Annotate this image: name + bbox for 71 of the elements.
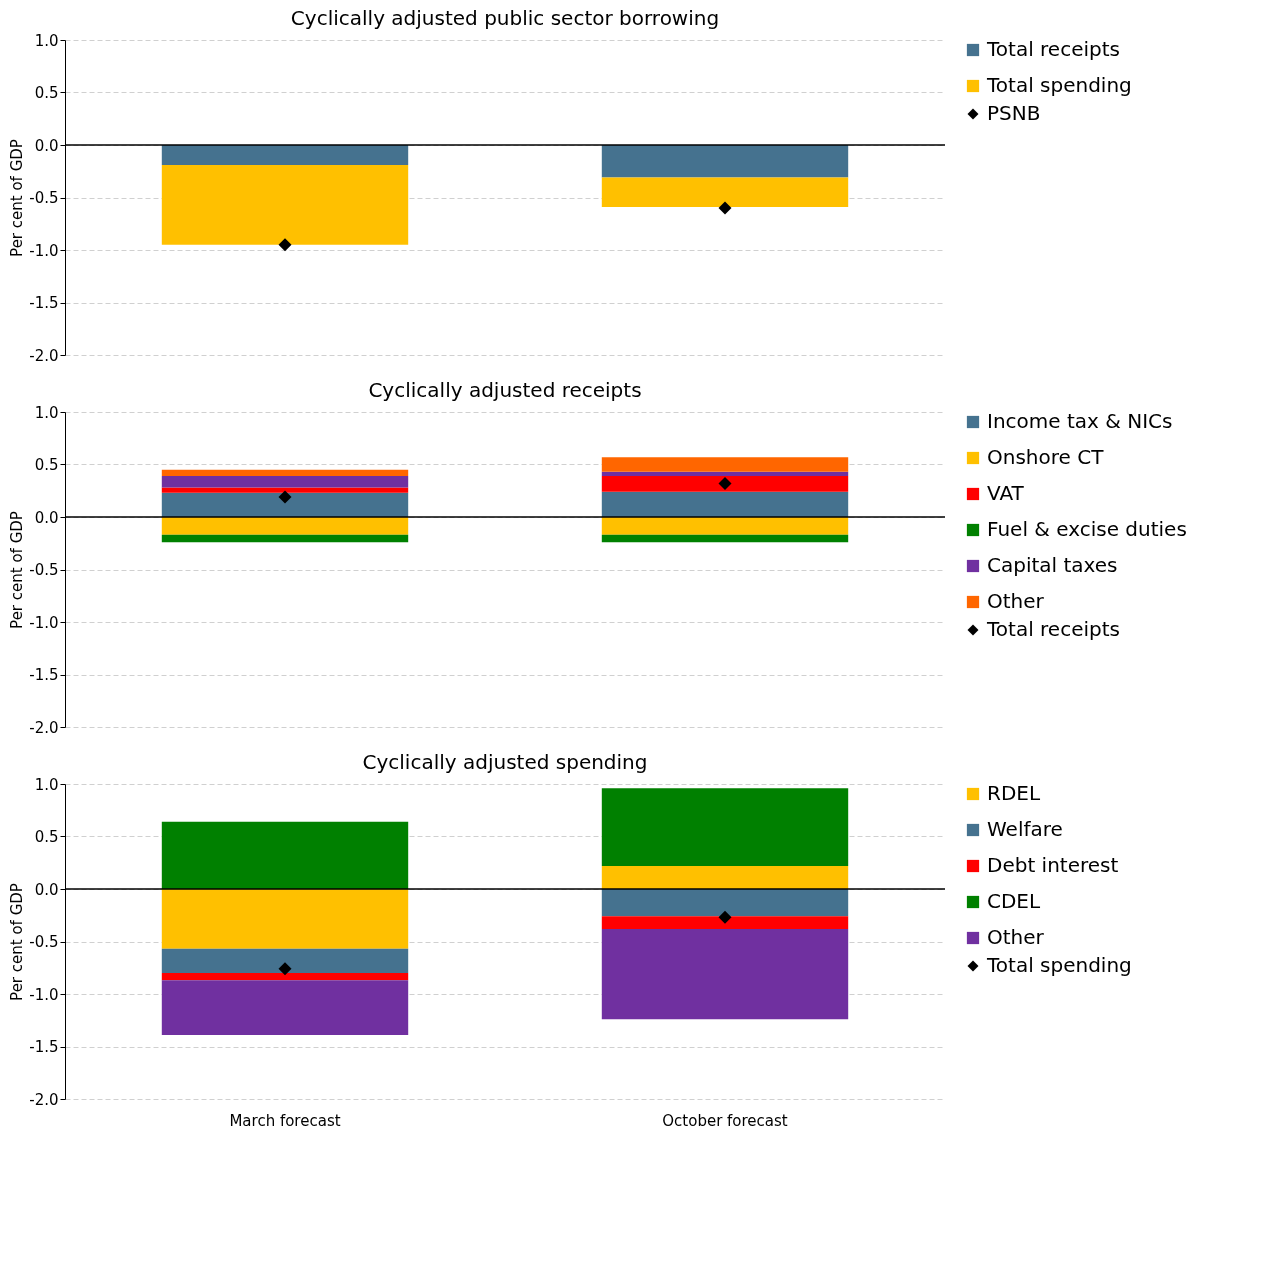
y-tick-label: -1.5 bbox=[29, 666, 59, 684]
legend-label: VAT bbox=[987, 481, 1025, 505]
y-tick-label: 0.0 bbox=[34, 136, 59, 155]
legend-label: Other bbox=[987, 589, 1045, 613]
bar bbox=[601, 476, 849, 492]
legend-label: Income tax & NICs bbox=[987, 409, 1173, 433]
bar bbox=[601, 457, 849, 472]
y-tick-label: 1.0 bbox=[34, 31, 59, 50]
bar bbox=[161, 889, 409, 949]
chart-title: Cyclically adjusted spending bbox=[362, 750, 648, 774]
y-tick-label: -0.5 bbox=[29, 189, 59, 207]
legend-label: Capital taxes bbox=[987, 553, 1118, 577]
legend-label: Total spending bbox=[986, 953, 1132, 977]
y-tick-label: 0.0 bbox=[34, 880, 59, 899]
bar bbox=[161, 492, 409, 517]
bar bbox=[161, 973, 409, 981]
bar bbox=[601, 517, 849, 535]
chart-title: Cyclically adjusted public sector borrowing bbox=[290, 6, 720, 30]
bar bbox=[601, 471, 849, 477]
y-tick-label: -2.0 bbox=[29, 718, 59, 737]
y-tick-label: 0.5 bbox=[34, 828, 59, 846]
legend-label: Fuel & excise duties bbox=[987, 517, 1187, 541]
bar bbox=[601, 865, 849, 889]
y-tick-label: -1.0 bbox=[29, 241, 59, 260]
bar bbox=[161, 948, 409, 973]
y-tick-label: -1.5 bbox=[29, 294, 59, 312]
bar bbox=[161, 534, 409, 543]
legend-label: PSNB bbox=[987, 101, 1041, 125]
y-tick-label: 1.0 bbox=[34, 403, 59, 422]
bar bbox=[601, 928, 849, 1020]
bar bbox=[161, 517, 409, 535]
bar bbox=[161, 487, 409, 493]
bar bbox=[601, 177, 849, 207]
legend-label: Other bbox=[987, 925, 1045, 949]
y-tick-label: -0.5 bbox=[29, 561, 59, 579]
legend-label: RDEL bbox=[987, 781, 1041, 805]
x-tick-label: March forecast bbox=[229, 1111, 341, 1130]
bar bbox=[161, 980, 409, 1035]
legend-label: Welfare bbox=[987, 817, 1063, 841]
y-axis-title: Per cent of GDP bbox=[8, 883, 27, 1001]
bar bbox=[161, 145, 409, 165]
y-tick-label: 0.5 bbox=[34, 84, 59, 102]
bar bbox=[601, 916, 849, 929]
legend-label: CDEL bbox=[987, 889, 1041, 913]
y-tick-label: -2.0 bbox=[29, 1090, 59, 1109]
legend-label: Onshore CT bbox=[987, 445, 1105, 469]
y-tick-label: 0.0 bbox=[34, 508, 59, 527]
y-tick-label: -2.0 bbox=[29, 346, 59, 365]
y-tick-label: 1.0 bbox=[34, 775, 59, 794]
y-tick-label: -1.0 bbox=[29, 985, 59, 1004]
bar bbox=[601, 145, 849, 178]
bar bbox=[601, 788, 849, 866]
bar bbox=[161, 821, 409, 889]
bar bbox=[161, 476, 409, 488]
y-tick-label: -1.5 bbox=[29, 1038, 59, 1056]
legend-label: Total receipts bbox=[986, 617, 1120, 641]
bar bbox=[161, 164, 409, 245]
bar bbox=[161, 469, 409, 477]
legend-label: Total receipts bbox=[986, 37, 1120, 61]
bar bbox=[601, 889, 849, 917]
y-axis-title: Per cent of GDP bbox=[8, 511, 27, 629]
y-axis-title: Per cent of GDP bbox=[8, 139, 27, 257]
y-tick-label: -1.0 bbox=[29, 613, 59, 632]
legend-label: Total spending bbox=[986, 73, 1132, 97]
chart-title: Cyclically adjusted receipts bbox=[368, 378, 642, 402]
y-tick-label: 0.5 bbox=[34, 456, 59, 474]
bar bbox=[601, 534, 849, 543]
x-tick-label: October forecast bbox=[662, 1111, 788, 1130]
y-tick-label: -0.5 bbox=[29, 933, 59, 951]
bar bbox=[601, 491, 849, 517]
legend-label: Debt interest bbox=[987, 853, 1119, 877]
